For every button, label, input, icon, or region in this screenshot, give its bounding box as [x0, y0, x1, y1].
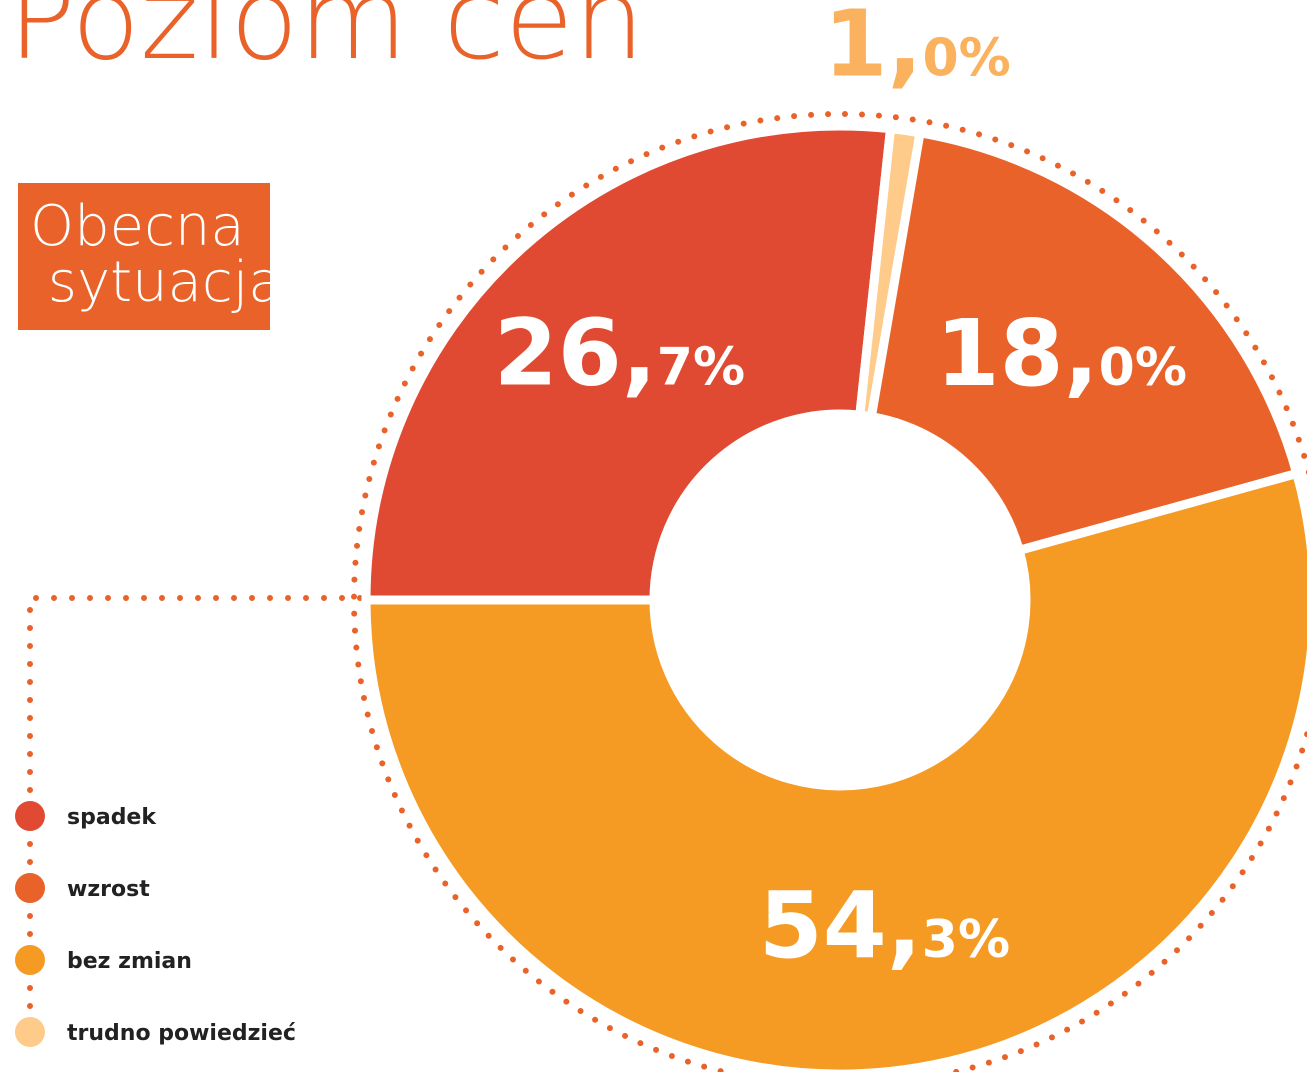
legend-label: bez zmian [67, 949, 192, 974]
subtitle: Obecna sytuacja [30, 194, 283, 315]
donut-slice [361, 468, 1307, 1072]
chart-title: Poziom cen [8, 0, 645, 85]
legend-swatch [15, 1017, 45, 1047]
legend-label: spadek [67, 805, 157, 830]
data-label: 26,7% [494, 300, 745, 407]
data-label: 18,0% [936, 300, 1187, 407]
donut-slice [361, 121, 896, 605]
legend-swatch [15, 873, 45, 903]
dotted-connector [27, 595, 363, 1043]
subtitle-box [18, 183, 270, 330]
donut-slice [866, 128, 1302, 555]
legend-label: wzrost [67, 877, 150, 902]
data-label: 1,0% [824, 0, 1011, 97]
legend-swatch [15, 801, 45, 831]
data-label: 54,3% [759, 872, 1010, 979]
legend-label: trudno powiedzieć [67, 1021, 296, 1046]
legend-swatch [15, 945, 45, 975]
